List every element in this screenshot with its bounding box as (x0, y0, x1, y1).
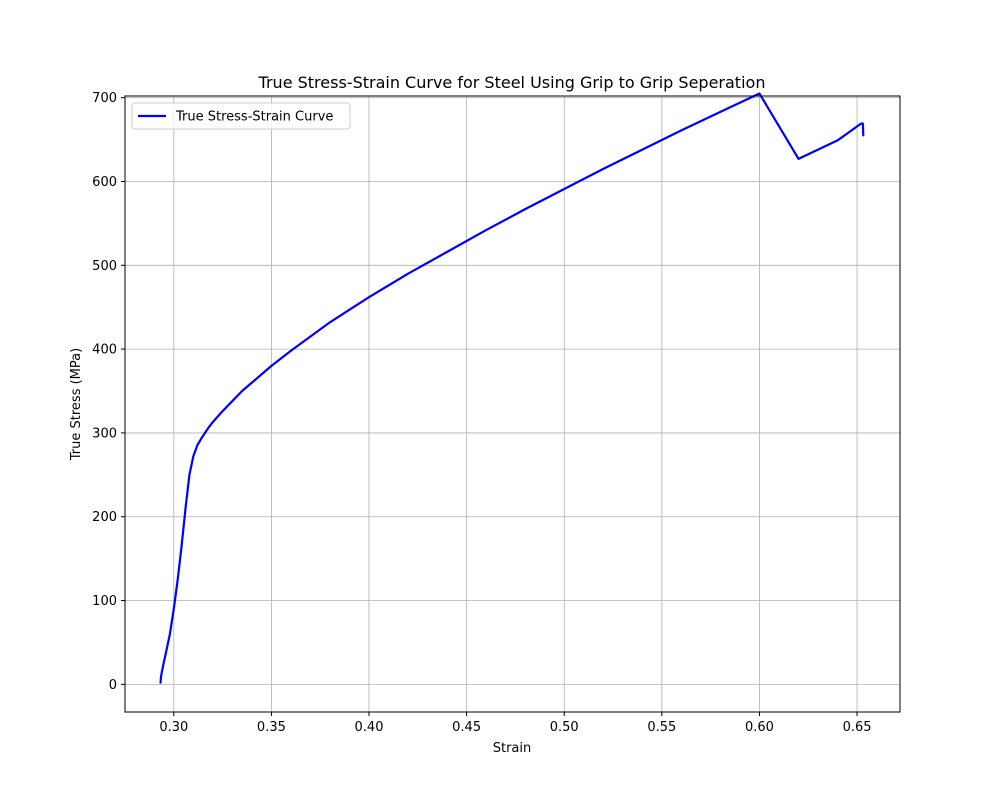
y-tick-label: 200 (92, 510, 117, 525)
x-tick-label: 0.65 (843, 720, 872, 735)
x-tick-label: 0.60 (745, 720, 774, 735)
x-tick-label: 0.55 (647, 720, 676, 735)
series-line (159, 92, 865, 684)
y-tick-label: 300 (92, 426, 117, 441)
grid-lines (125, 96, 900, 712)
x-tick-label: 0.50 (550, 720, 579, 735)
legend-label: True Stress-Strain Curve (175, 110, 333, 125)
legend-box (131, 102, 351, 130)
chart-title: True Stress-Strain Curve for Steel Using… (258, 73, 766, 92)
x-tick-label: 0.35 (257, 720, 286, 735)
y-tick-label: 700 (92, 91, 117, 106)
x-tick-label: 0.30 (159, 720, 188, 735)
y-tick-label: 500 (92, 259, 117, 274)
y-tick-label: 400 (92, 343, 117, 358)
legend: True Stress-Strain Curve (131, 102, 351, 130)
x-tick-label: 0.40 (355, 720, 384, 735)
y-tick-label: 0 (109, 678, 117, 693)
plot-frame (124, 95, 901, 713)
y-tick-label: 600 (92, 175, 117, 190)
y-axis-ticks: 0 100 200 300 400 500 600 700 (92, 91, 125, 693)
y-tick-label: 100 (92, 594, 117, 609)
y-axis-label: True Stress (MPa) (69, 348, 84, 461)
x-tick-label: 0.45 (452, 720, 481, 735)
x-axis-ticks: 0.30 0.35 0.40 0.45 0.50 0.55 0.60 0.65 (159, 712, 872, 735)
series-layer (159, 92, 865, 684)
x-axis-label: Strain (493, 741, 532, 756)
plot-area (125, 96, 900, 712)
